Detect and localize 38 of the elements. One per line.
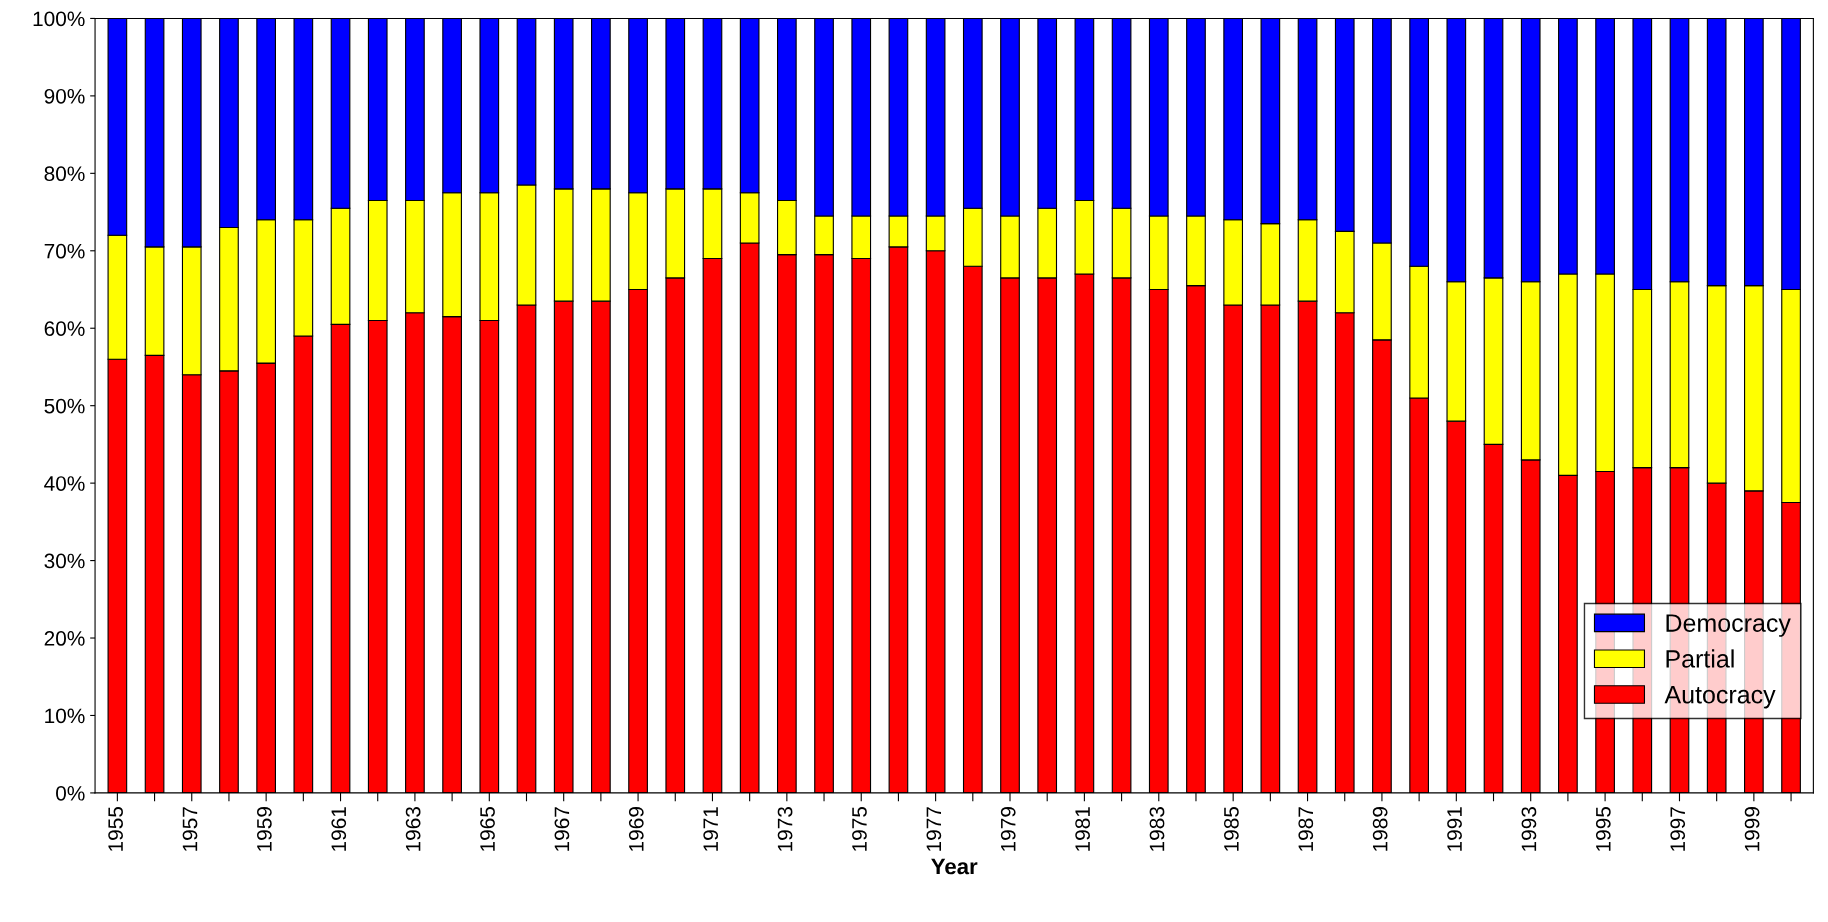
- x-tick-label: 1985: [1224, 806, 1239, 851]
- x-axis-title: Year: [931, 858, 978, 875]
- x-tick-label: 1961: [331, 807, 347, 851]
- x-tick-label: 1983: [1149, 807, 1165, 851]
- y-tick-label: 50%: [44, 398, 85, 414]
- x-tick-label: 1969: [628, 807, 644, 851]
- legend-label: Partial: [1666, 649, 1734, 668]
- x-tick-label: 1955: [108, 806, 123, 851]
- x-tick-label: 1967: [554, 807, 570, 851]
- y-tick-label: 0%: [56, 785, 85, 801]
- y-tick-label: 100%: [33, 11, 85, 27]
- y-tick-label: 40%: [44, 476, 85, 491]
- x-tick-label: 1977: [926, 807, 942, 851]
- y-tick-label: 80%: [44, 166, 85, 182]
- x-tick-label: 1987: [1298, 807, 1314, 851]
- x-tick-label: 1999: [1744, 807, 1760, 851]
- y-tick-label: 20%: [44, 631, 85, 646]
- y-tick-label: 90%: [44, 88, 85, 104]
- x-tick-label: 1959: [256, 807, 272, 851]
- y-tick-label: 70%: [44, 243, 85, 259]
- x-tick-label: 1995: [1595, 806, 1611, 851]
- x-tick-label: 1971: [703, 807, 719, 851]
- x-tick-label: 1963: [405, 807, 421, 851]
- y-tick-label: 30%: [44, 553, 85, 569]
- x-tick-label: 1979: [1000, 807, 1016, 851]
- x-tick-label: 1973: [777, 807, 793, 851]
- x-tick-label: 1957: [182, 807, 198, 851]
- x-tick-label: 1993: [1521, 807, 1537, 851]
- x-tick-label: 1965: [480, 806, 495, 851]
- x-tick-label: 1991: [1447, 807, 1462, 851]
- legend-label: Democracy: [1666, 614, 1791, 637]
- x-tick-label: 1975: [852, 806, 867, 851]
- x-tick-label: 1981: [1075, 807, 1090, 851]
- x-tick-label: 1997: [1670, 807, 1686, 851]
- y-tick-label: 60%: [44, 321, 85, 336]
- y-tick-label: 10%: [45, 708, 85, 724]
- x-tick-label: 1989: [1372, 807, 1388, 851]
- legend-label: Autocracy: [1664, 686, 1776, 709]
